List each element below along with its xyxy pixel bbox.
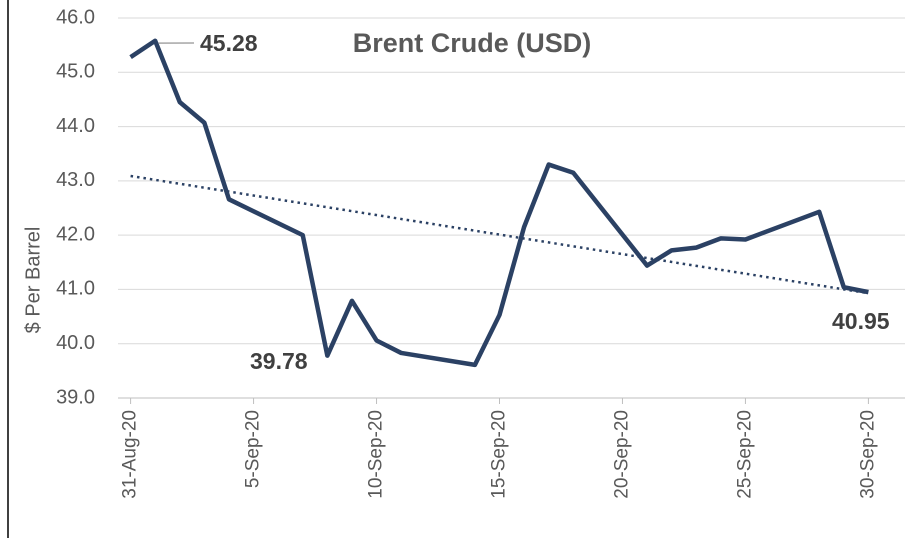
x-tick-label: 10-Sep-20 <box>366 410 387 499</box>
data-line <box>129 38 869 368</box>
data-label: 40.95 <box>832 308 890 334</box>
x-tick-label: 25-Sep-20 <box>734 410 755 499</box>
data-label: 45.28 <box>200 30 258 56</box>
y-axis-label: $ Per Barrel <box>22 227 44 334</box>
y-tick-label: 39.0 <box>56 386 95 408</box>
y-tick-label: 40.0 <box>56 332 95 354</box>
y-tick-label: 44.0 <box>56 115 95 137</box>
x-tick-label: 20-Sep-20 <box>611 410 632 499</box>
x-tick-label: 31-Aug-20 <box>120 410 141 499</box>
data-label: 39.78 <box>250 348 308 374</box>
trendline <box>130 174 869 295</box>
chart-title: Brent Crude (USD) <box>353 28 592 58</box>
x-tick-label: 30-Sep-20 <box>857 410 878 499</box>
y-tick-label: 41.0 <box>56 278 95 300</box>
y-tick-label: 43.0 <box>56 169 95 191</box>
x-tick-label: 5-Sep-20 <box>243 410 264 488</box>
x-tick-label: 15-Sep-20 <box>489 410 510 499</box>
y-tick-label: 45.0 <box>56 61 95 83</box>
y-tick-label: 42.0 <box>56 223 95 245</box>
y-tick-label: 46.0 <box>56 6 95 28</box>
